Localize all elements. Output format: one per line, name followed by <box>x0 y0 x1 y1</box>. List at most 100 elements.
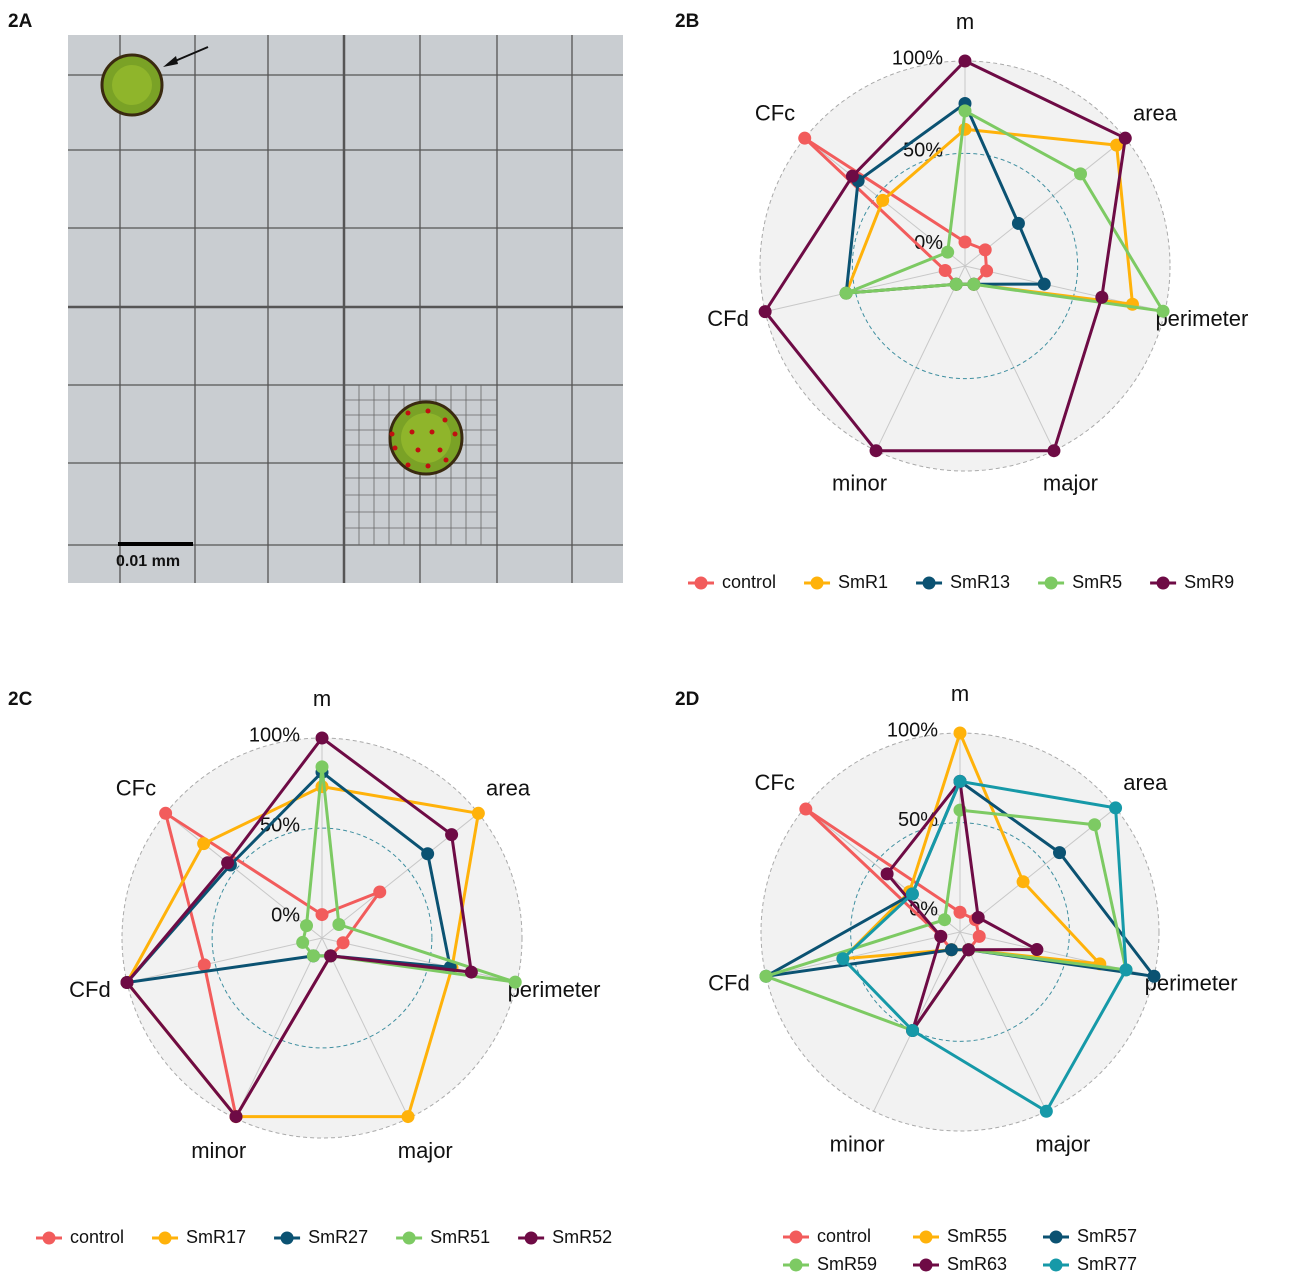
scale-bar-label: 0.01 mm <box>116 553 180 570</box>
point <box>759 970 772 983</box>
point <box>959 104 972 117</box>
axis-label: area <box>1133 100 1178 125</box>
point <box>759 305 772 318</box>
legend-label: SmR59 <box>817 1254 877 1274</box>
micrograph: 0.01 mm <box>68 35 623 583</box>
point <box>159 807 172 820</box>
legend-label: SmR57 <box>1077 1226 1137 1246</box>
tick-label: 0% <box>914 232 943 254</box>
point <box>300 919 313 932</box>
point <box>954 906 967 919</box>
point <box>876 194 889 207</box>
point <box>316 908 329 921</box>
legend-key-dot <box>1050 1231 1063 1244</box>
legend-key-dot <box>43 1232 56 1245</box>
point <box>1109 801 1122 814</box>
legend-key-dot <box>790 1231 803 1244</box>
legend-key-dot <box>1050 1259 1063 1272</box>
legend-label: SmR77 <box>1077 1254 1137 1274</box>
point <box>980 264 993 277</box>
legend-item: SmR27 <box>274 1227 368 1247</box>
axis-label: area <box>1123 770 1168 795</box>
legend-item: control <box>36 1227 124 1247</box>
point <box>316 732 329 745</box>
point <box>1120 963 1133 976</box>
legend-item: control <box>783 1226 871 1246</box>
legend-item: SmR9 <box>1150 572 1234 592</box>
legend-item: SmR17 <box>152 1227 246 1247</box>
point <box>945 943 958 956</box>
point <box>846 170 859 183</box>
point <box>509 976 522 989</box>
legend-key-dot <box>695 577 708 590</box>
legend-item: control <box>688 572 776 592</box>
point <box>1148 970 1161 983</box>
legend-item: SmR55 <box>913 1226 1007 1246</box>
point <box>840 287 853 300</box>
point <box>954 775 967 788</box>
tick-label: 100% <box>892 47 943 69</box>
point <box>221 856 234 869</box>
point <box>954 727 967 740</box>
point <box>1119 132 1132 145</box>
legend-key-dot <box>525 1232 538 1245</box>
point <box>959 55 972 68</box>
panel-label: 2B <box>675 11 699 32</box>
axis-label: minor <box>832 471 887 496</box>
point <box>934 930 947 943</box>
point <box>332 918 345 931</box>
point <box>121 976 134 989</box>
axis-label: CFd <box>69 977 111 1002</box>
point <box>1038 278 1051 291</box>
point <box>870 444 883 457</box>
axis-label: CFd <box>707 306 749 331</box>
legend-item: SmR59 <box>783 1254 877 1274</box>
point <box>979 243 992 256</box>
tick-label: 0% <box>271 904 300 926</box>
legend-label: SmR27 <box>308 1227 368 1247</box>
point <box>197 837 210 850</box>
axis-label: major <box>398 1138 453 1163</box>
axis-label: m <box>951 681 969 706</box>
panel-label: 2D <box>675 689 699 710</box>
legend-key-dot <box>403 1232 416 1245</box>
legend-label: SmR51 <box>430 1227 490 1247</box>
point <box>1030 943 1043 956</box>
legend-key-dot <box>923 577 936 590</box>
axis-label: minor <box>830 1131 885 1156</box>
legend-label: SmR9 <box>1184 572 1234 592</box>
point <box>941 246 954 259</box>
point <box>972 911 985 924</box>
point <box>950 278 963 291</box>
axis-label: perimeter <box>1155 306 1248 331</box>
axis-label: m <box>956 9 974 34</box>
point <box>1040 1105 1053 1118</box>
legend-item: SmR63 <box>913 1254 1007 1274</box>
legend-item: SmR13 <box>916 572 1010 592</box>
point <box>1012 217 1025 230</box>
point <box>959 123 972 136</box>
tick-label: 100% <box>887 719 938 741</box>
tick-label: 100% <box>249 724 300 746</box>
legend-item: SmR1 <box>804 572 888 592</box>
legend-key-dot <box>159 1232 172 1245</box>
legend-key-dot <box>790 1259 803 1272</box>
legend-label: SmR63 <box>947 1254 1007 1274</box>
point <box>967 278 980 291</box>
legend-label: SmR55 <box>947 1226 1007 1246</box>
legend-item: SmR51 <box>396 1227 490 1247</box>
point <box>337 936 350 949</box>
point <box>906 1024 919 1037</box>
point <box>316 760 329 773</box>
point <box>836 952 849 965</box>
point <box>1157 305 1170 318</box>
legend-label: control <box>70 1227 124 1247</box>
tick-label: 50% <box>260 814 300 836</box>
point <box>445 828 458 841</box>
panel-label: 2A <box>8 11 33 32</box>
axis-label: CFc <box>116 775 156 800</box>
point <box>1017 875 1030 888</box>
micrograph-bg <box>68 35 623 583</box>
point <box>401 1110 414 1123</box>
radar-chart: mareaperimetermajorminorCFdCFc0%50%100% <box>708 681 1237 1157</box>
